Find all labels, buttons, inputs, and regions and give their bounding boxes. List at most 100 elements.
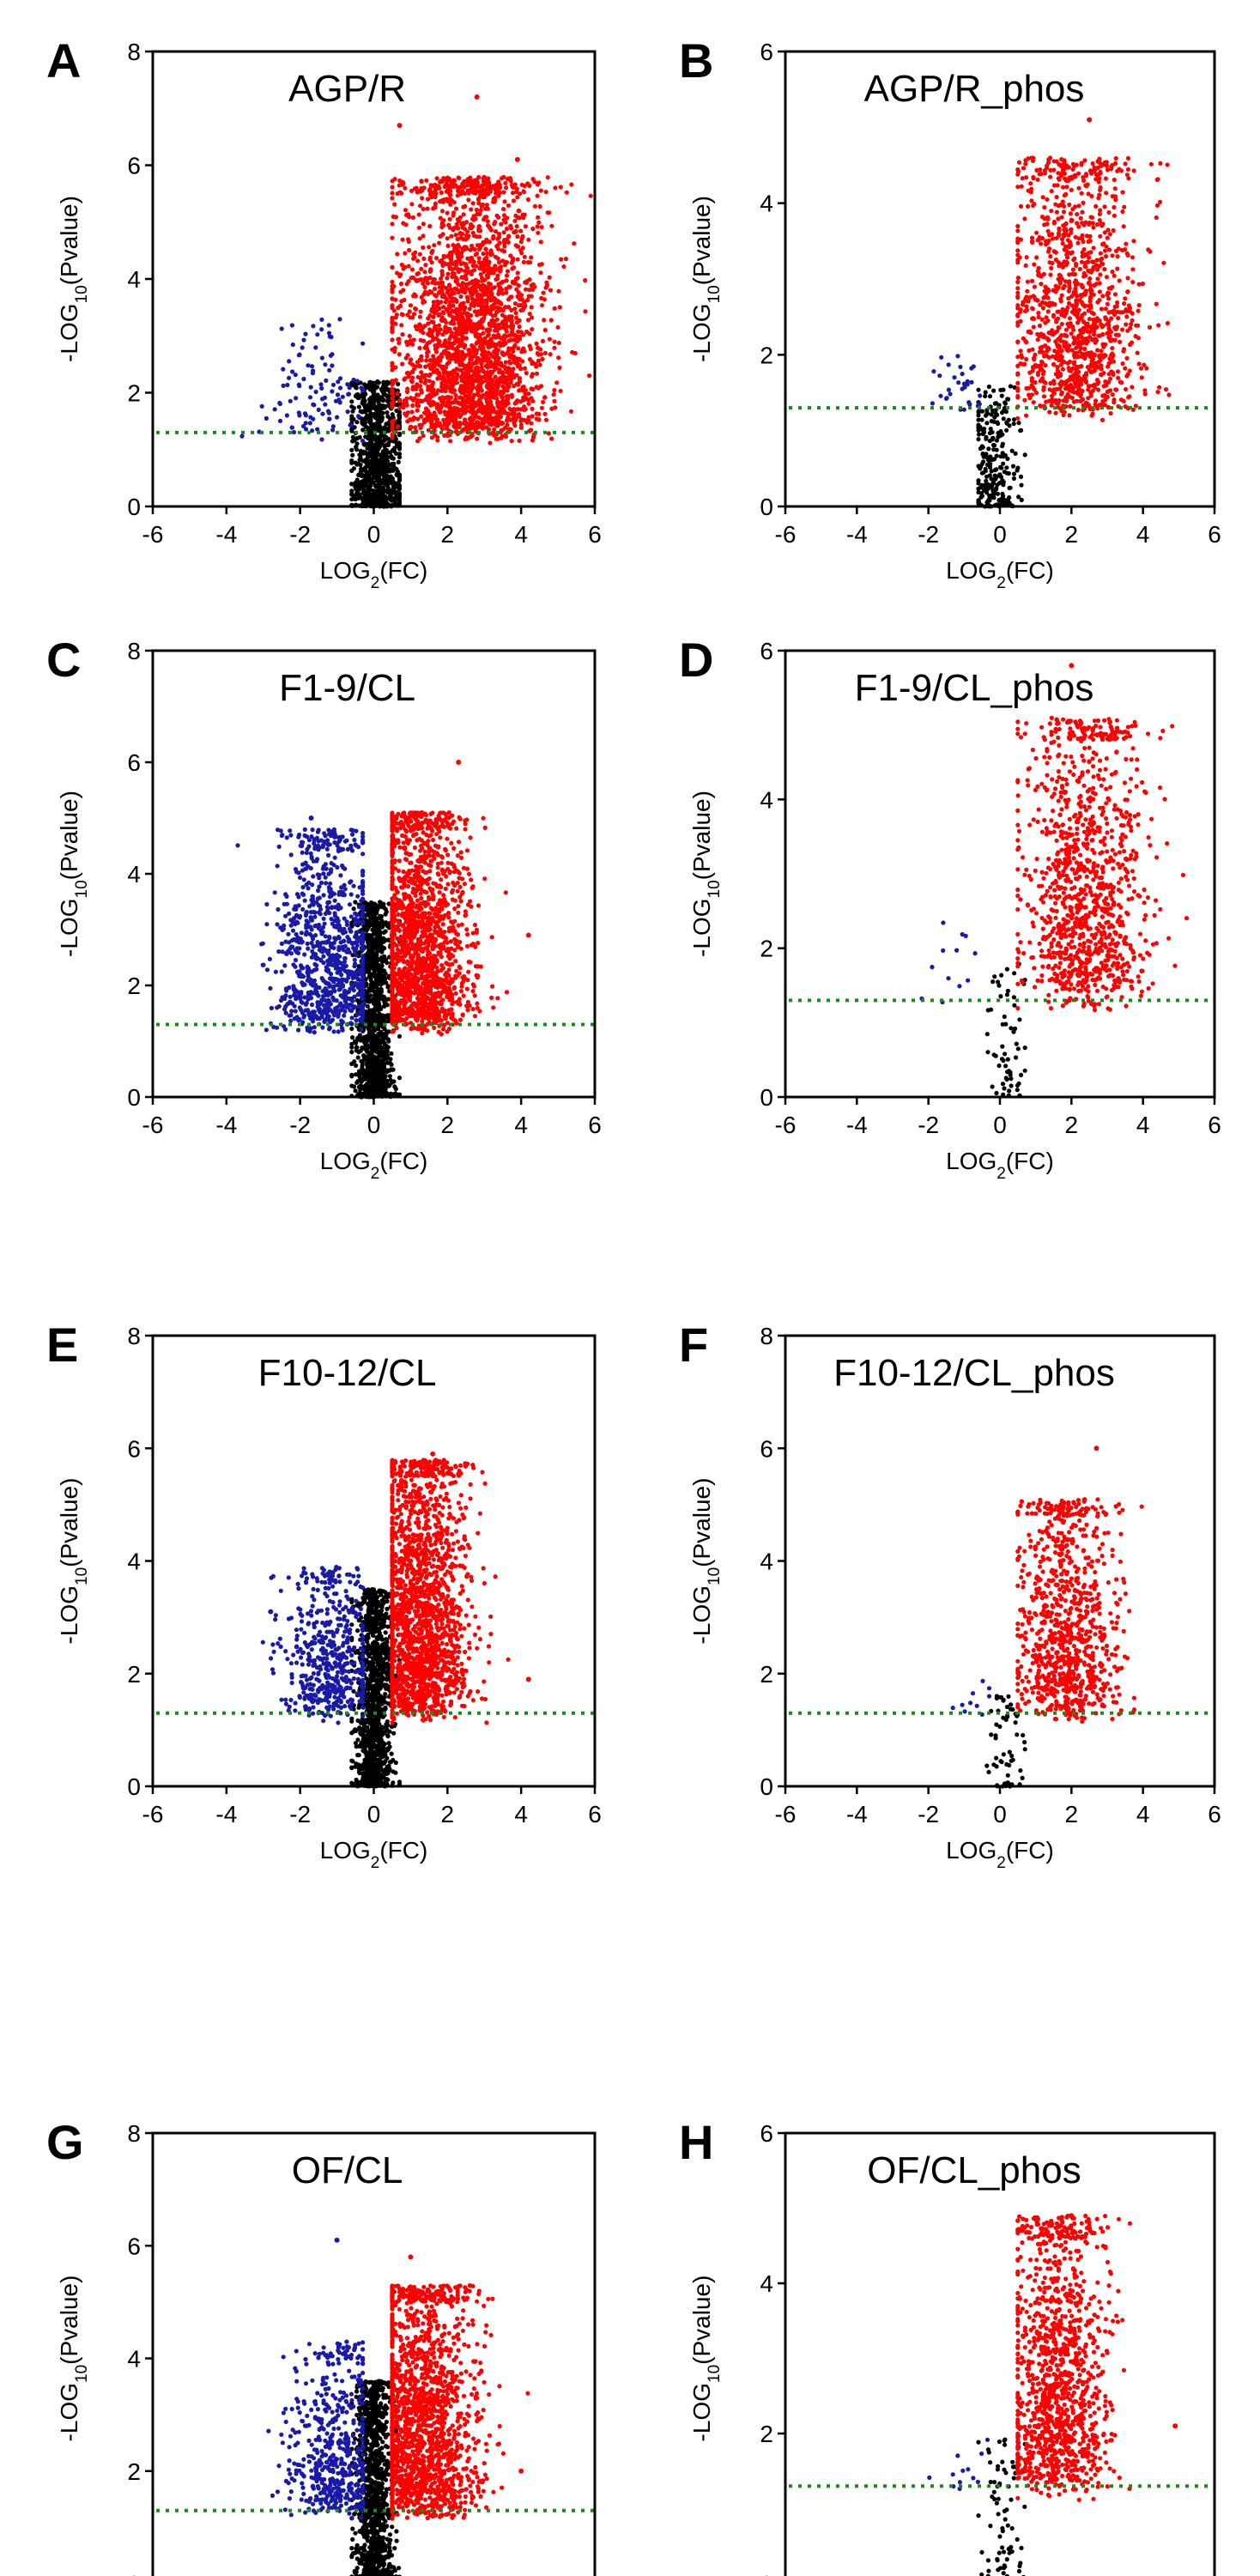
data-point	[978, 393, 983, 398]
data-point	[431, 413, 436, 418]
data-point	[1098, 272, 1103, 277]
data-point	[554, 380, 560, 385]
data-point	[511, 367, 516, 372]
data-point	[397, 492, 403, 497]
data-point	[482, 269, 487, 275]
data-point	[385, 414, 391, 419]
data-point	[502, 249, 507, 254]
data-point	[427, 223, 433, 229]
data-point	[952, 375, 957, 380]
data-point	[380, 410, 385, 415]
data-point	[516, 382, 521, 387]
data-point	[1130, 267, 1136, 272]
data-point	[1112, 304, 1118, 309]
data-point	[1136, 282, 1142, 287]
data-point	[1081, 274, 1087, 279]
data-point	[557, 365, 562, 370]
data-point	[1053, 250, 1058, 255]
data-point	[500, 400, 506, 406]
data-point	[1096, 179, 1101, 185]
data-point	[390, 456, 395, 461]
data-point	[326, 323, 331, 328]
data-point	[359, 495, 364, 500]
data-point	[1015, 276, 1021, 281]
data-point	[512, 384, 517, 389]
data-point	[419, 277, 424, 282]
data-point	[1004, 427, 1009, 433]
data-point	[983, 390, 988, 395]
data-point	[495, 436, 500, 441]
data-point	[492, 285, 497, 290]
data-point	[445, 399, 451, 404]
data-point	[451, 341, 457, 346]
data-point	[406, 237, 411, 242]
data-point	[323, 402, 328, 407]
data-point	[1037, 349, 1042, 355]
data-point	[482, 358, 487, 363]
data-point	[1068, 403, 1073, 409]
data-point	[495, 236, 500, 241]
data-point	[1004, 470, 1009, 476]
data-point	[1035, 177, 1040, 182]
data-point	[330, 427, 336, 433]
data-point	[327, 334, 332, 339]
data-point	[1166, 392, 1172, 397]
data-point	[1081, 222, 1087, 227]
data-point	[370, 476, 375, 482]
data-point	[1069, 271, 1075, 276]
data-point	[415, 374, 421, 379]
data-point	[416, 212, 421, 217]
data-point	[393, 378, 398, 383]
data-point	[1075, 313, 1080, 318]
data-point	[465, 311, 470, 316]
data-point	[315, 332, 320, 337]
data-point	[492, 342, 498, 347]
data-point	[467, 306, 472, 312]
data-point	[1046, 238, 1051, 244]
data-point	[998, 387, 1003, 392]
data-point	[447, 312, 452, 317]
data-point	[432, 325, 437, 330]
data-point	[417, 252, 422, 257]
data-point	[398, 282, 404, 287]
data-point	[994, 486, 999, 491]
data-point	[486, 419, 491, 424]
data-point	[542, 350, 548, 355]
x-tick-label: 4	[514, 521, 528, 548]
data-point	[1011, 471, 1017, 476]
data-point	[377, 464, 382, 469]
data-point	[1047, 233, 1052, 238]
data-point	[439, 269, 445, 274]
data-point	[379, 433, 384, 439]
data-point	[996, 431, 1002, 436]
data-point	[1087, 168, 1093, 173]
data-point	[348, 422, 353, 427]
data-point	[482, 406, 488, 411]
data-point	[287, 359, 292, 364]
data-point	[512, 332, 518, 337]
data-point	[415, 360, 421, 365]
data-point	[1105, 167, 1111, 173]
data-point	[1072, 304, 1077, 310]
data-point	[427, 288, 433, 294]
data-point	[413, 364, 418, 369]
data-point	[1084, 341, 1089, 346]
data-point	[417, 322, 422, 327]
data-point	[501, 174, 506, 179]
data-point	[482, 191, 487, 196]
data-point	[1010, 464, 1016, 469]
panel-a-ns-points	[349, 379, 403, 509]
data-point	[1039, 359, 1045, 365]
data-point	[466, 233, 471, 239]
data-point	[504, 185, 509, 191]
data-point	[441, 311, 446, 316]
data-point	[480, 202, 486, 207]
data-point	[469, 221, 474, 227]
data-point	[493, 264, 498, 269]
data-point	[319, 385, 324, 391]
data-point	[987, 495, 992, 500]
data-point	[346, 391, 352, 397]
data-point	[448, 294, 453, 300]
data-point	[415, 400, 420, 405]
data-point	[474, 281, 479, 286]
